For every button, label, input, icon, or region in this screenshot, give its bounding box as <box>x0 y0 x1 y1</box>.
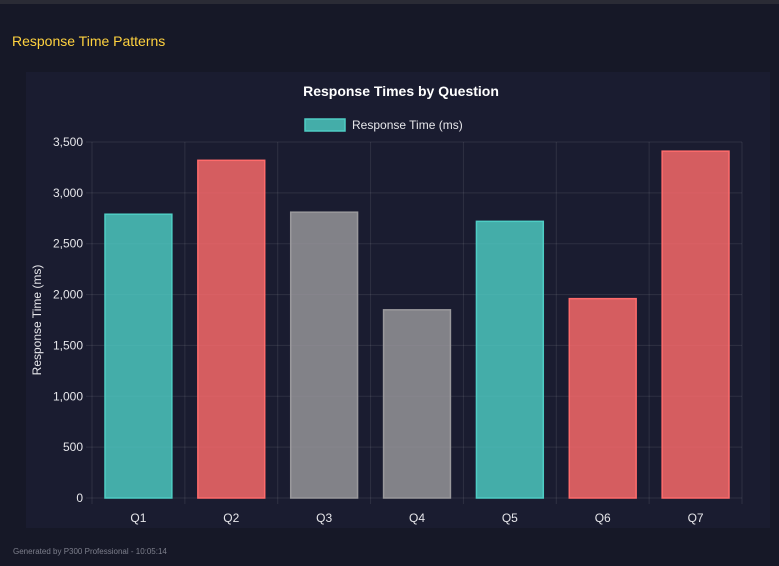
top-bar <box>0 0 779 4</box>
bar-q7 <box>661 150 730 499</box>
y-tick-label: 2,000 <box>53 288 83 302</box>
x-tick-label: Q3 <box>316 511 332 525</box>
footer-text: Generated by P300 Professional - 10:05:1… <box>13 547 167 556</box>
x-tick-label: Q2 <box>223 511 239 525</box>
y-tick-label: 0 <box>76 491 83 505</box>
bar-q5 <box>475 220 545 499</box>
bar-q6 <box>568 297 637 499</box>
legend-label: Response Time (ms) <box>352 118 463 132</box>
y-tick-label: 500 <box>63 440 83 454</box>
x-tick-label: Q4 <box>409 511 425 525</box>
legend-swatch <box>304 118 346 132</box>
y-axis-label: Response Time (ms) <box>30 265 44 376</box>
chart-title: Response Times by Question <box>303 83 499 99</box>
x-tick-label: Q7 <box>688 511 704 525</box>
y-tick-label: 3,000 <box>53 186 83 200</box>
bar-q3 <box>289 211 359 499</box>
section-title: Response Time Patterns <box>12 33 166 49</box>
y-tick-label: 1,500 <box>53 338 83 352</box>
bar-q1 <box>104 213 173 499</box>
x-tick-label: Q6 <box>595 511 611 525</box>
bar-q2 <box>197 159 266 499</box>
x-tick-label: Q5 <box>502 511 518 525</box>
x-tick-label: Q1 <box>130 511 146 525</box>
y-tick-label: 2,500 <box>53 237 83 251</box>
y-tick-label: 1,000 <box>53 389 83 403</box>
y-tick-label: 3,500 <box>53 135 83 149</box>
bar-q4 <box>382 309 452 499</box>
